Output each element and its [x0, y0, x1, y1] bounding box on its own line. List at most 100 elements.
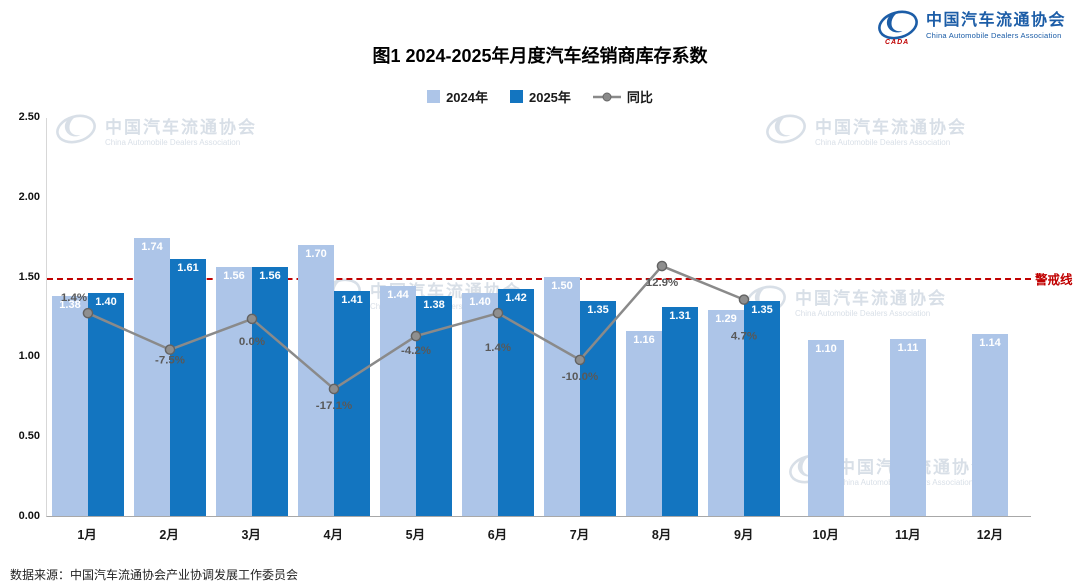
bar-value-label: 1.11: [897, 341, 919, 354]
bar-2024: 1.56: [216, 267, 252, 516]
month-label: 8月: [651, 528, 672, 542]
bar-value-label: 1.38: [59, 298, 81, 311]
legend-line-marker: [592, 92, 621, 101]
bar-2024: 1.14: [972, 334, 1008, 516]
bar-2025: 1.35: [744, 300, 780, 516]
month-group-9月: 1.29 1.35: [703, 118, 785, 516]
month-group-3月: 1.56 1.56: [211, 118, 293, 516]
month-group-6月: 1.40 1.42: [457, 118, 539, 516]
yoy-point: [328, 383, 340, 395]
bar-2025: 1.56: [252, 267, 288, 516]
bar-value-label: 1.56: [259, 270, 281, 283]
yoy-label: 4.7%: [731, 331, 757, 343]
cada-logo-icon: CADA: [877, 8, 919, 46]
ytick-label: 0.00: [18, 510, 40, 522]
bar-value-label: 1.29: [715, 313, 737, 326]
ytick-label: 1.50: [18, 270, 40, 283]
bar-2025: 1.31: [662, 306, 698, 516]
month-group-7月: 1.50 1.35: [539, 118, 621, 516]
x-axis-labels: 1月 2月 3月 4月 5月 6月 7月 8月 9月 10月 11月 12月: [46, 524, 1031, 543]
legend-swatch: [427, 90, 441, 103]
bar-value-label: 1.38: [423, 298, 445, 311]
bar-value-label: 1.42: [505, 292, 527, 305]
bar-value-label: 1.56: [223, 270, 245, 283]
legend-item-1: 2025年: [509, 87, 571, 106]
legend-item-2: 同比: [592, 87, 653, 106]
warning-line-label: 警戒线: [1035, 272, 1073, 287]
ytick-label: 0.50: [18, 430, 40, 443]
month-label: 2月: [159, 528, 179, 542]
chart-legend: 2024年 2025年 同比: [0, 87, 1080, 106]
yoy-point: [574, 354, 586, 366]
bar-2024: 1.16: [626, 330, 662, 516]
bar-value-label: 1.70: [305, 247, 327, 260]
chart-title: 图1 2024-2025年月度汽车经销商库存系数: [372, 46, 708, 66]
watermark-en: China Automobile Dealers Association: [105, 138, 241, 148]
watermark-cn: 中国汽车流通协会: [795, 288, 947, 308]
ytick-label: 1.00: [18, 350, 40, 363]
legend-item-0: 2024年: [427, 87, 488, 106]
bar-value-label: 1.14: [979, 337, 1001, 350]
yoy-point: [656, 260, 668, 272]
month-group-4月: 1.70 1.41: [293, 118, 375, 516]
month-label: 6月: [487, 528, 508, 542]
bar-value-label: 1.74: [141, 241, 163, 254]
month-group-1月: 1.38 1.40: [47, 118, 129, 516]
month-label: 9月: [733, 528, 754, 542]
watermark-en: China Automobile Dealers Association: [795, 309, 931, 319]
bar-value-label: 1.61: [177, 262, 199, 275]
bar-2024: 1.44: [380, 286, 416, 516]
bar-value-label: 1.16: [633, 333, 655, 346]
month-label: 7月: [569, 528, 590, 542]
legend-label: 2024年: [446, 90, 488, 105]
logo-name-cn: 中国汽车流通协会: [925, 12, 1066, 30]
yoy-label: -7.5%: [155, 355, 185, 367]
bar-2025: 1.40: [88, 292, 124, 516]
yoy-label: -10.0%: [562, 371, 598, 383]
watermark-en: China Automobile Dealers Association: [815, 138, 951, 148]
bar-2024: 1.50: [544, 276, 580, 516]
month-label: 1月: [77, 528, 97, 542]
bar-value-label: 1.40: [95, 295, 117, 308]
yoy-point: [82, 307, 94, 319]
bar-2025: 1.41: [334, 290, 370, 516]
yoy-label: 0.0%: [239, 336, 265, 348]
yoy-point: [410, 330, 422, 342]
logo-name-en: China Automobile Dealers Association: [925, 30, 1062, 40]
bar-2024: 1.70: [298, 244, 334, 516]
bar-groups: 1.38 1.40 1.74 1.61 1.56 1.56 1.70 1.41 1.44 1.38…: [47, 118, 1031, 516]
legend-label: 2025年: [528, 90, 571, 105]
watermark-cn: 中国汽车流通协会: [815, 117, 967, 137]
yoy-label: 1.4%: [61, 292, 87, 304]
month-label: 12月: [976, 528, 1004, 542]
month-label: 11月: [894, 528, 921, 542]
bar-2024: 1.74: [134, 238, 170, 516]
warning-reference-line: [47, 277, 1031, 280]
yoy-label: 12.9%: [646, 277, 679, 289]
data-source-note: 数据来源：中国汽车流通协会产业协调发展工作委员会: [10, 568, 299, 582]
bar-2025: 1.42: [498, 289, 534, 516]
yoy-label: -17.1%: [316, 400, 352, 412]
ytick-label: 2.00: [18, 190, 40, 203]
plot-area: 1.38 1.40 1.74 1.61 1.56 1.56 1.70 1.41 1.44 1.38…: [46, 118, 1031, 517]
bar-2025: 1.35: [580, 300, 616, 516]
yoy-point: [164, 344, 176, 355]
yoy-label: 1.4%: [485, 342, 511, 354]
watermark-logo-icon: [55, 112, 97, 153]
watermark-logo-icon: [765, 112, 807, 153]
bar-value-label: 1.41: [341, 293, 363, 306]
yoy-point: [492, 307, 504, 319]
legend-label: 同比: [626, 90, 653, 105]
bar-2025: 1.61: [170, 259, 206, 516]
bar-value-label: 1.50: [551, 279, 573, 292]
month-label: 4月: [323, 528, 343, 542]
month-label: 10月: [812, 528, 839, 542]
month-group-11月: 1.11: [867, 118, 949, 516]
yoy-line-series: 1.4% -7.5% 0.0% -17.1% -4.2% 1.4% -10.0% 12.9% 4…: [61, 260, 757, 412]
bar-value-label: 1.44: [387, 289, 409, 302]
yoy-label: -4.2%: [401, 345, 431, 357]
legend-swatch: [509, 90, 523, 103]
bar-value-label: 1.35: [751, 303, 773, 316]
